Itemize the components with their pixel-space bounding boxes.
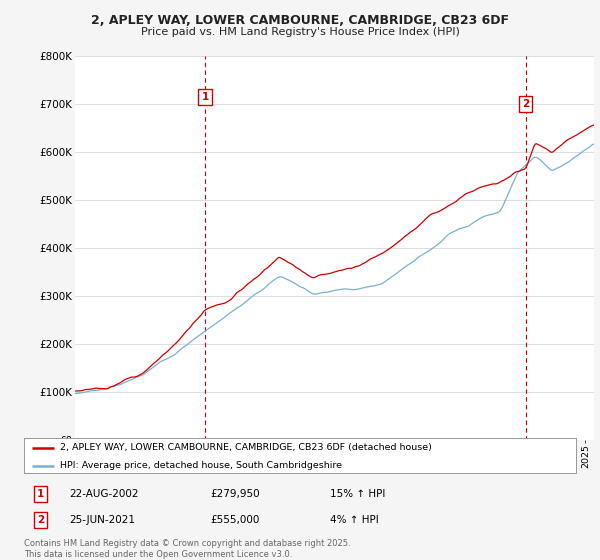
Text: 25-JUN-2021: 25-JUN-2021 [69, 515, 135, 525]
Text: 22-AUG-2002: 22-AUG-2002 [69, 489, 139, 499]
Text: 2: 2 [37, 515, 44, 525]
Text: 4% ↑ HPI: 4% ↑ HPI [330, 515, 379, 525]
Text: 1: 1 [202, 92, 209, 102]
Text: £555,000: £555,000 [210, 515, 259, 525]
Text: Price paid vs. HM Land Registry's House Price Index (HPI): Price paid vs. HM Land Registry's House … [140, 27, 460, 37]
Text: HPI: Average price, detached house, South Cambridgeshire: HPI: Average price, detached house, Sout… [60, 461, 342, 470]
Text: 1: 1 [37, 489, 44, 499]
Text: £279,950: £279,950 [210, 489, 260, 499]
Text: 15% ↑ HPI: 15% ↑ HPI [330, 489, 385, 499]
Text: 2, APLEY WAY, LOWER CAMBOURNE, CAMBRIDGE, CB23 6DF: 2, APLEY WAY, LOWER CAMBOURNE, CAMBRIDGE… [91, 14, 509, 27]
Text: Contains HM Land Registry data © Crown copyright and database right 2025.
This d: Contains HM Land Registry data © Crown c… [24, 539, 350, 559]
Text: 2: 2 [522, 99, 529, 109]
Text: 2, APLEY WAY, LOWER CAMBOURNE, CAMBRIDGE, CB23 6DF (detached house): 2, APLEY WAY, LOWER CAMBOURNE, CAMBRIDGE… [60, 444, 432, 452]
